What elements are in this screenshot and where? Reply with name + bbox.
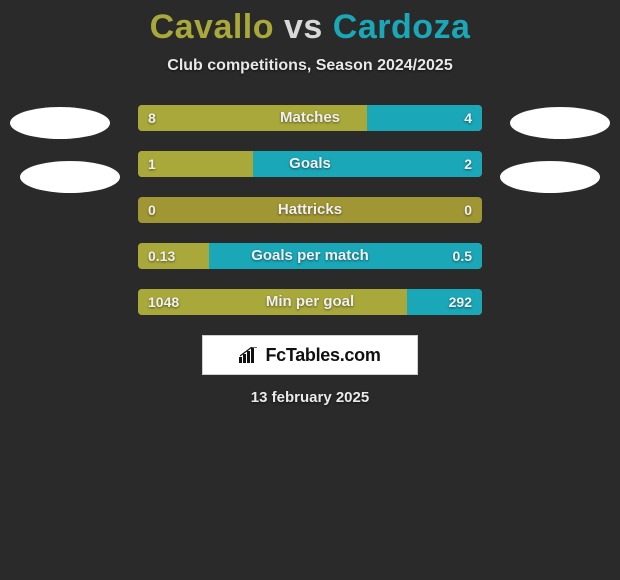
stat-row: Matches8 4 bbox=[138, 105, 482, 131]
stat-value-left: 0.13 bbox=[148, 243, 175, 269]
player1-avatar-icon bbox=[10, 107, 110, 139]
stat-value-right: 4 bbox=[464, 105, 472, 131]
stat-value-right: 2 bbox=[464, 151, 472, 177]
brand-badge[interactable]: FcTables.com bbox=[202, 335, 418, 375]
stat-row: Goals1 2 bbox=[138, 151, 482, 177]
bar-chart-icon bbox=[239, 347, 259, 363]
stat-row: Goals per match0.13 0.5 bbox=[138, 243, 482, 269]
stat-value-right: 0 bbox=[464, 197, 472, 223]
page-title: Cavallo vs Cardoza bbox=[0, 8, 620, 47]
stat-value-left: 0 bbox=[148, 197, 156, 223]
stat-label: Goals per match bbox=[138, 243, 482, 269]
player1-name: Cavallo bbox=[150, 8, 274, 46]
vs-separator: vs bbox=[284, 8, 323, 46]
player2-avatar-icon bbox=[510, 107, 610, 139]
player1-avatar-shadow-icon bbox=[20, 161, 120, 193]
stat-row: Min per goal1048 292 bbox=[138, 289, 482, 315]
subtitle: Club competitions, Season 2024/2025 bbox=[0, 57, 620, 75]
player2-name: Cardoza bbox=[333, 8, 471, 46]
brand-label: FcTables.com bbox=[265, 345, 380, 366]
stat-label: Goals bbox=[138, 151, 482, 177]
stat-value-left: 1048 bbox=[148, 289, 179, 315]
comparison-card: Cavallo vs Cardoza Club competitions, Se… bbox=[0, 0, 620, 406]
stat-value-right: 0.5 bbox=[453, 243, 472, 269]
snapshot-date: 13 february 2025 bbox=[0, 389, 620, 406]
stat-label: Matches bbox=[138, 105, 482, 131]
stat-label: Min per goal bbox=[138, 289, 482, 315]
stat-label: Hattricks bbox=[138, 197, 482, 223]
stat-value-left: 8 bbox=[148, 105, 156, 131]
player2-avatar-shadow-icon bbox=[500, 161, 600, 193]
stat-row: Hattricks0 0 bbox=[138, 197, 482, 223]
stats-stage: Matches8 4 Goals1 2 Hattricks0 0 Goals per mat… bbox=[0, 105, 620, 315]
stat-rows: Matches8 4 Goals1 2 Hattricks0 0 Goals per mat… bbox=[138, 105, 482, 315]
stat-value-right: 292 bbox=[449, 289, 472, 315]
stat-value-left: 1 bbox=[148, 151, 156, 177]
